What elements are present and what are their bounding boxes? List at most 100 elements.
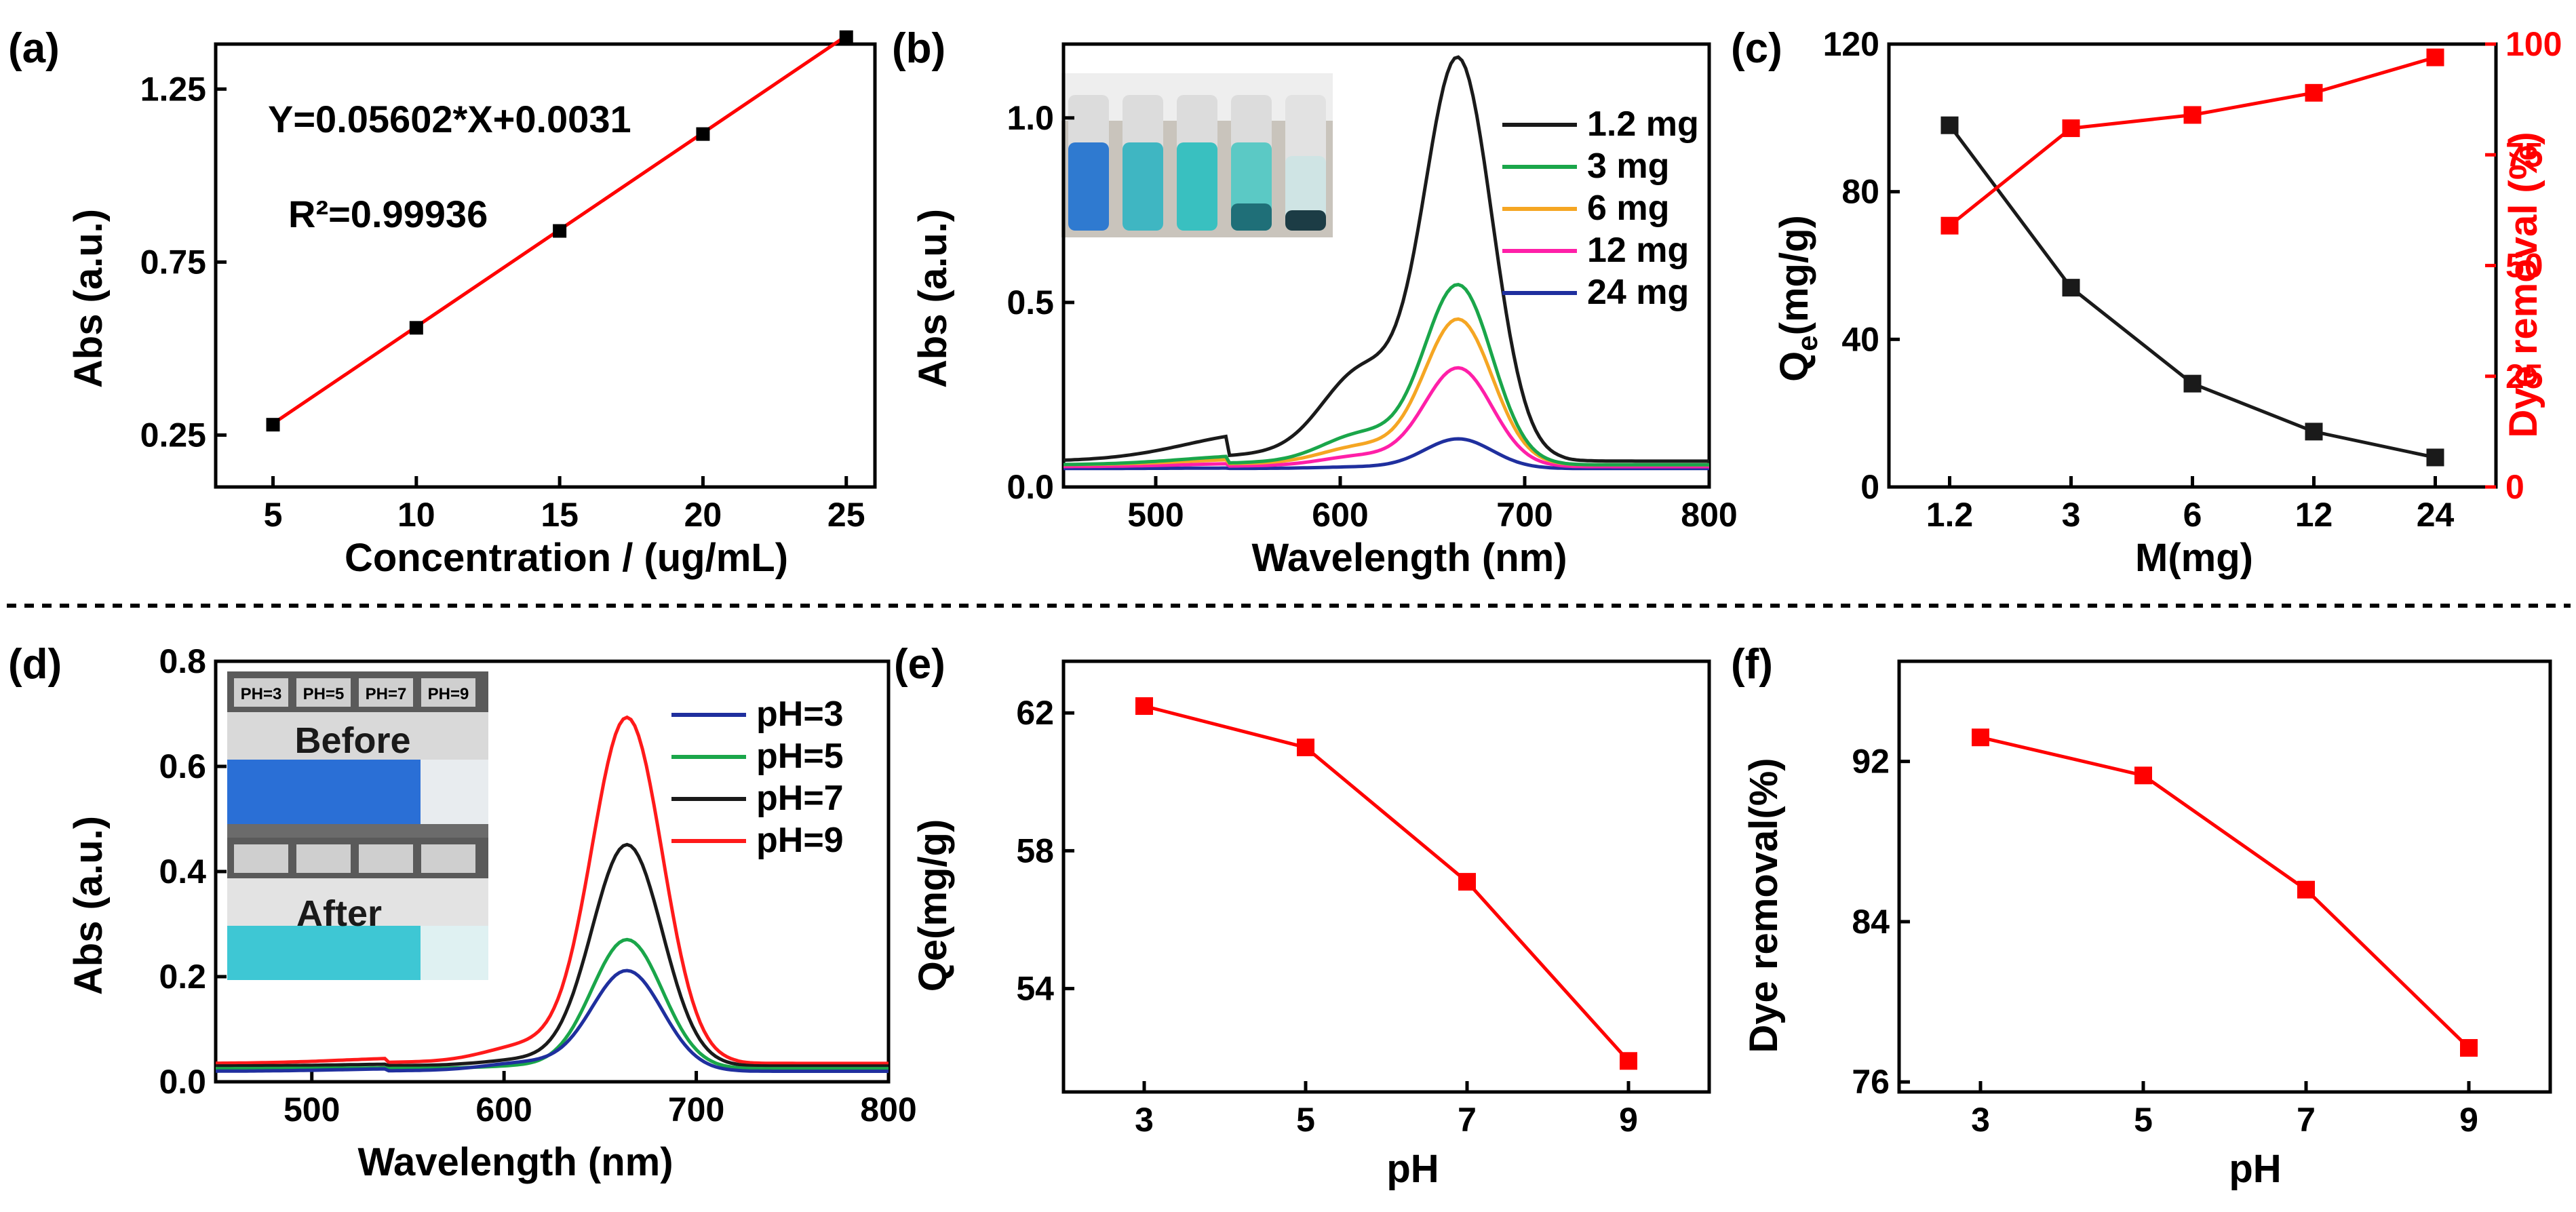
spectrum-line-b xyxy=(1063,283,1709,467)
legend-label-b: 6 mg xyxy=(1587,189,1669,228)
x-tick-label-d: 700 xyxy=(668,1091,724,1129)
data-point-e xyxy=(1458,873,1476,891)
panel-b: (b) Wavelength (nm) Abs (a.u.) 500 600 700… xyxy=(892,25,1738,580)
data-point-a xyxy=(696,127,710,141)
spectrum-line-b xyxy=(1063,55,1709,463)
series-line-c xyxy=(1948,56,2436,227)
y-tick-label-f: 92 xyxy=(1852,743,1890,781)
legend-label-d: pH=5 xyxy=(756,737,844,776)
vial-label-4: PH=9 xyxy=(428,685,469,703)
x-tick-label-b: 800 xyxy=(1681,496,1737,534)
plot-frame-a xyxy=(214,42,877,489)
x-tick-label-c: 1.2 xyxy=(1926,496,1974,534)
y-tick-label-d: 0.6 xyxy=(159,747,206,785)
vial-photo-inset xyxy=(1061,73,1333,237)
data-point-c xyxy=(2426,48,2444,66)
y-axis-label-a: Abs (a.u.) xyxy=(66,209,111,388)
x-tick-label-a: 5 xyxy=(264,496,283,534)
y-tick-label-d: 0.8 xyxy=(159,642,206,680)
x-tick-label-b: 600 xyxy=(1312,496,1368,534)
y-tick-label-e: 54 xyxy=(1016,970,1054,1008)
y-tick-label-c: 80 xyxy=(1841,173,1879,211)
panel-e: (e) pH Qe(mg/g) 3 5 7 9 54 58 62 xyxy=(894,641,1711,1191)
series-line-f xyxy=(1980,735,2470,1049)
x-tick-label-d: 600 xyxy=(475,1091,532,1129)
panel-label-f: (f) xyxy=(1731,641,1773,688)
x-tick-label-d: 500 xyxy=(284,1091,340,1129)
x-tick-label-c: 12 xyxy=(2295,496,2333,534)
y-axis-label-left-c: Qe(mg/g) xyxy=(1772,215,1823,382)
spectrum-line-b xyxy=(1063,366,1709,469)
x-axis-label-d: Wavelength (nm) xyxy=(357,1140,673,1184)
x-tick-label-e: 9 xyxy=(1619,1101,1638,1139)
y-tick-label-f: 76 xyxy=(1852,1063,1890,1101)
legend-label-d: pH=7 xyxy=(756,779,844,818)
data-point-c xyxy=(2305,83,2323,102)
x-tick-label-e: 5 xyxy=(1296,1101,1315,1139)
y-tick-label-d: 0.0 xyxy=(159,1063,206,1101)
x-tick-label-b: 500 xyxy=(1127,496,1184,534)
legend-label-b: 1.2 mg xyxy=(1587,104,1699,144)
data-point-a xyxy=(409,321,423,335)
x-axis-label-a: Concentration / (ug/mL) xyxy=(345,536,788,580)
data-point-c xyxy=(2183,106,2202,124)
y-tick-label-a: 0.25 xyxy=(140,416,206,454)
y-tick-label-c: 120 xyxy=(1823,25,1879,63)
y-tick-label-a: 0.75 xyxy=(140,243,206,281)
plot-frame-f xyxy=(1897,659,2552,1094)
x-tick-label-f: 5 xyxy=(2134,1101,2153,1139)
y-tick-label-c: 0 xyxy=(1860,468,1879,506)
x-tick-label-c: 6 xyxy=(2183,496,2202,534)
data-point-c xyxy=(2062,279,2080,297)
y-tick-label-right-c: 75 xyxy=(2505,136,2543,174)
plot-frame-e xyxy=(1061,659,1711,1094)
inset-after-label: After xyxy=(296,893,382,934)
y-tick-label-a: 1.25 xyxy=(140,70,206,108)
vial-label-1: PH=3 xyxy=(241,685,282,703)
x-axis-label-f: pH xyxy=(2229,1147,2281,1191)
y-tick-label-b: 1.0 xyxy=(1007,99,1054,137)
data-point-a xyxy=(553,224,567,238)
spectrum-line-d xyxy=(216,715,889,1066)
panel-label-b: (b) xyxy=(892,25,945,72)
vial-label-3: PH=7 xyxy=(366,685,407,703)
y-tick-label-d: 0.4 xyxy=(159,853,206,891)
legend-label-b: 12 mg xyxy=(1587,231,1689,270)
panel-label-d: (d) xyxy=(8,641,62,688)
x-axis-label-b: Wavelength (nm) xyxy=(1251,536,1567,580)
data-point-c xyxy=(2426,448,2444,467)
panel-c: (c) M(mg) Qe(mg/g) Dye removal (%) 1.2 3 6… xyxy=(1731,25,2562,580)
x-tick-label-f: 9 xyxy=(2459,1101,2478,1139)
x-tick-label-e: 7 xyxy=(1458,1101,1477,1139)
data-point-c xyxy=(1940,216,1959,235)
x-tick-label-a: 15 xyxy=(541,496,579,534)
data-point-c xyxy=(1940,116,1959,134)
panel-f: (f) pH Dye removal(%) 3 5 7 9 76 84 92 xyxy=(1731,641,2552,1191)
y-tick-label-c: 40 xyxy=(1841,320,1879,358)
series-line-c xyxy=(1948,124,2436,459)
y-tick-label-b: 0.0 xyxy=(1007,468,1054,506)
x-tick-label-a: 20 xyxy=(684,496,722,534)
x-tick-label-d: 800 xyxy=(860,1091,916,1129)
legend-label-b: 3 mg xyxy=(1587,146,1669,186)
y-tick-label-right-c: 25 xyxy=(2505,357,2543,395)
x-axis-label-c: M(mg) xyxy=(2135,536,2253,580)
data-point-e xyxy=(1135,697,1153,716)
y-tick-label-f: 84 xyxy=(1852,903,1890,941)
legend-label-b: 24 mg xyxy=(1587,273,1689,312)
panel-a: (a) Y=0.05602*X+0.0031 R²=0.99936 Concen… xyxy=(8,25,877,580)
inset-before-label: Before xyxy=(294,720,410,761)
r-squared: R²=0.99936 xyxy=(288,193,488,235)
data-point-e xyxy=(1297,739,1314,756)
panel-label-c: (c) xyxy=(1731,25,1782,72)
fit-equation: Y=0.05602*X+0.0031 xyxy=(268,98,631,140)
spectrum-line-d xyxy=(215,969,889,1073)
x-tick-label-f: 7 xyxy=(2297,1101,2316,1139)
x-tick-label-c: 24 xyxy=(2417,496,2455,534)
data-point-c xyxy=(2183,374,2202,393)
x-tick-label-e: 3 xyxy=(1135,1101,1154,1139)
x-tick-label-f: 3 xyxy=(1971,1101,1990,1139)
data-point-f xyxy=(2297,880,2315,899)
x-tick-label-b: 700 xyxy=(1496,496,1553,534)
